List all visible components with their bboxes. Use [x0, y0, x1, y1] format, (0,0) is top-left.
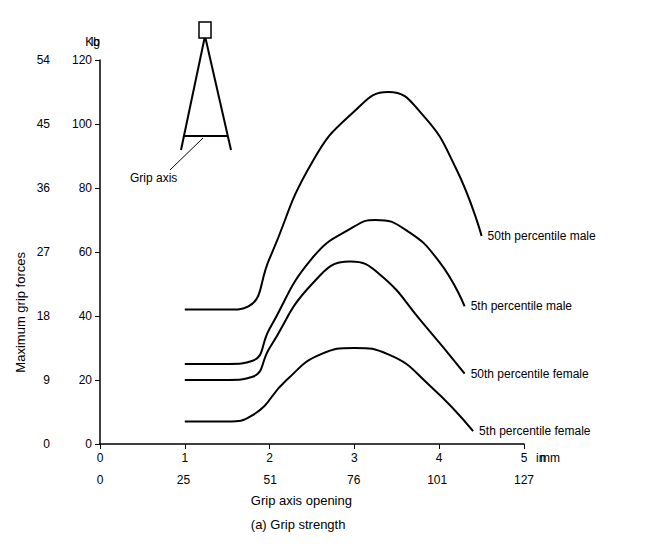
svg-text:40: 40 — [79, 309, 93, 323]
svg-text:80: 80 — [79, 181, 93, 195]
svg-text:0: 0 — [97, 451, 104, 465]
svg-text:Grip axis: Grip axis — [130, 171, 177, 185]
svg-text:25: 25 — [177, 473, 191, 487]
svg-text:0: 0 — [97, 473, 104, 487]
svg-text:0: 0 — [85, 437, 92, 451]
svg-text:Maximum grip forces: Maximum grip forces — [13, 252, 28, 373]
svg-text:5th percentile female: 5th percentile female — [479, 424, 591, 438]
svg-text:mm: mm — [540, 451, 560, 465]
svg-text:4: 4 — [436, 451, 443, 465]
svg-text:51: 51 — [264, 473, 278, 487]
svg-text:54: 54 — [37, 53, 51, 67]
svg-text:Kg: Kg — [85, 35, 100, 49]
svg-text:1: 1 — [181, 451, 188, 465]
svg-text:5th percentile male: 5th percentile male — [471, 299, 573, 313]
svg-text:50th percentile female: 50th percentile female — [471, 367, 589, 381]
svg-text:60: 60 — [79, 245, 93, 259]
svg-text:101: 101 — [427, 473, 447, 487]
svg-text:127: 127 — [514, 473, 534, 487]
svg-text:0: 0 — [43, 437, 50, 451]
svg-text:27: 27 — [37, 245, 51, 259]
svg-text:100: 100 — [72, 117, 92, 131]
svg-text:50th percentile male: 50th percentile male — [488, 229, 596, 243]
svg-text:(a) Grip strength: (a) Grip strength — [251, 517, 346, 532]
svg-text:20: 20 — [79, 373, 93, 387]
svg-text:120: 120 — [72, 53, 92, 67]
svg-text:2: 2 — [266, 451, 273, 465]
svg-text:18: 18 — [37, 309, 51, 323]
svg-text:3: 3 — [351, 451, 358, 465]
svg-text:9: 9 — [43, 373, 50, 387]
svg-text:Grip axis opening: Grip axis opening — [251, 493, 352, 508]
svg-text:5: 5 — [521, 451, 528, 465]
svg-text:76: 76 — [347, 473, 361, 487]
svg-text:36: 36 — [37, 181, 51, 195]
svg-text:45: 45 — [37, 117, 51, 131]
